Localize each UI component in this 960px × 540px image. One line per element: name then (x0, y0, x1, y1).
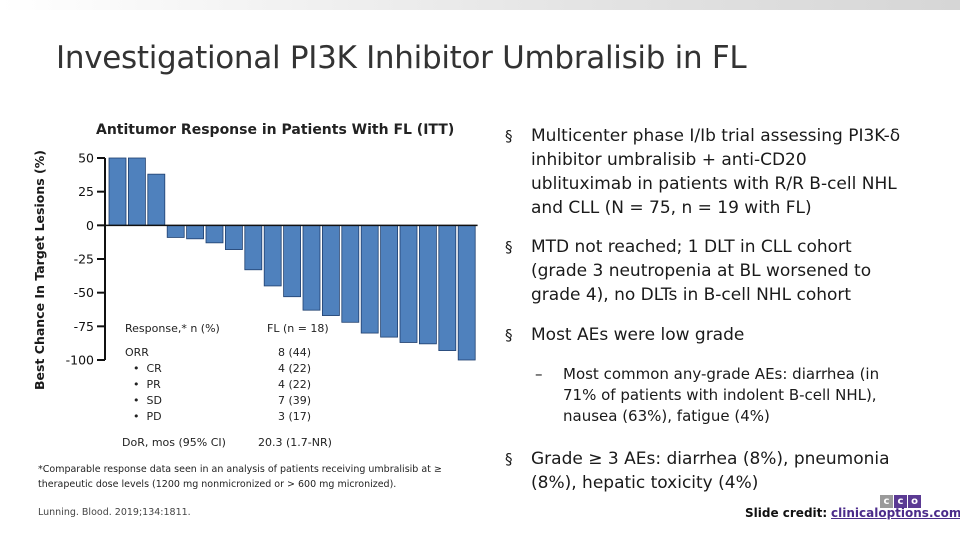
chart-title: Antitumor Response in Patients With FL (… (96, 122, 455, 138)
table-header-response: Response,* n (%) (125, 322, 220, 335)
logo-letter: o (908, 495, 921, 508)
logo-letter: c (880, 495, 893, 508)
sub-bullet-marker: – (535, 365, 543, 383)
y-tick-label: 0 (86, 218, 94, 233)
bullet-item-mtd: § MTD not reached; 1 DLT in CLL cohort (… (505, 235, 909, 307)
top-banner (0, 0, 960, 10)
y-tick-label: -25 (74, 252, 94, 267)
table-row-pr: • PR (133, 378, 161, 391)
y-tick-label: -100 (66, 353, 94, 368)
table-row-cr-value: 4 (22) (278, 362, 312, 375)
chart-bar (438, 224, 457, 351)
table-row-pd: • PD (133, 410, 162, 423)
table-row-pr-label: PR (146, 378, 161, 391)
slide-credit-link[interactable]: clinicaloptions.com (831, 506, 960, 520)
y-tick-label: 50 (78, 151, 94, 166)
chart-bar (418, 224, 437, 345)
chart-bar (341, 224, 360, 323)
table-row-cr: • CR (133, 362, 162, 375)
slide-title: Investigational PI3K Inhibitor Umbralisi… (56, 40, 747, 76)
sub-bullet-common-aes: – Most common any-grade AEs: diarrhea (i… (535, 364, 907, 427)
chart-bar (127, 157, 146, 226)
table-row-cr-label: CR (146, 362, 162, 375)
chart-bar (283, 224, 302, 298)
bullet-item-trial: § Multicenter phase I/Ib trial assessing… (505, 124, 909, 220)
chart-bar (457, 224, 476, 361)
bullet-marker: § (505, 450, 513, 468)
table-row-sd-label: SD (146, 394, 162, 407)
table-row-pd-label: PD (146, 410, 162, 423)
table-row-pr-value: 4 (22) (278, 378, 312, 391)
chart-bar (360, 224, 379, 334)
y-tick-label: -75 (74, 319, 94, 334)
chart-bar (186, 224, 205, 240)
citation: Lunning. Blood. 2019;134:1811. (38, 507, 191, 518)
bullet-marker: § (505, 326, 513, 344)
chart-bar (380, 224, 399, 338)
chart-bar (224, 224, 243, 250)
table-row-sd-value: 7 (39) (278, 394, 312, 407)
logo-letter: c (894, 495, 907, 508)
chart-bar (166, 224, 185, 238)
chart-bar (399, 224, 418, 343)
y-tick-label: 25 (78, 184, 94, 199)
table-row-dor-value: 20.3 (1.7-NR) (258, 436, 332, 449)
bullet-marker: § (505, 127, 513, 145)
chart-bar (244, 224, 263, 271)
chart-bars (108, 157, 476, 361)
chart-y-axis: 50 25 0 -25 -50 -75 -100 (66, 151, 478, 368)
y-tick-label: -50 (74, 285, 94, 300)
table-row-orr-value: 8 (44) (278, 346, 312, 359)
slide-credit-label: Slide credit: (745, 506, 828, 520)
table-row-sd: • SD (133, 394, 162, 407)
waterfall-chart: 50 25 0 -25 -50 -75 -100 (66, 151, 478, 368)
sub-bullet-text: Most common any-grade AEs: diarrhea (in … (563, 365, 880, 425)
bullet-text: MTD not reached; 1 DLT in CLL cohort (gr… (531, 237, 872, 305)
chart-bar (263, 224, 282, 287)
table-header-fl: FL (n = 18) (267, 322, 329, 335)
bullet-item-aes: § Most AEs were low grade (505, 323, 909, 347)
table-row-pd-value: 3 (17) (278, 410, 312, 423)
chart-bar (205, 224, 224, 244)
chart-bar (321, 224, 340, 316)
bullet-text: Multicenter phase I/Ib trial assessing P… (531, 126, 901, 218)
chart-bar (108, 157, 127, 226)
bullet-text: Grade ≥ 3 AEs: diarrhea (8%), pneumonia … (531, 449, 890, 493)
bullet-text: Most AEs were low grade (531, 325, 745, 345)
footnote: *Comparable response data seen in an ana… (38, 464, 442, 490)
bullet-item-grade3: § Grade ≥ 3 AEs: diarrhea (8%), pneumoni… (505, 447, 909, 495)
table-row-dor-label: DoR, mos (95% CI) (122, 436, 226, 449)
chart-bar (147, 173, 166, 226)
table-row-orr-label: ORR (125, 346, 149, 359)
chart-bar (302, 224, 321, 311)
slide-credit: Slide credit: clinicaloptions.com (745, 506, 960, 520)
bullet-marker: § (505, 238, 513, 256)
